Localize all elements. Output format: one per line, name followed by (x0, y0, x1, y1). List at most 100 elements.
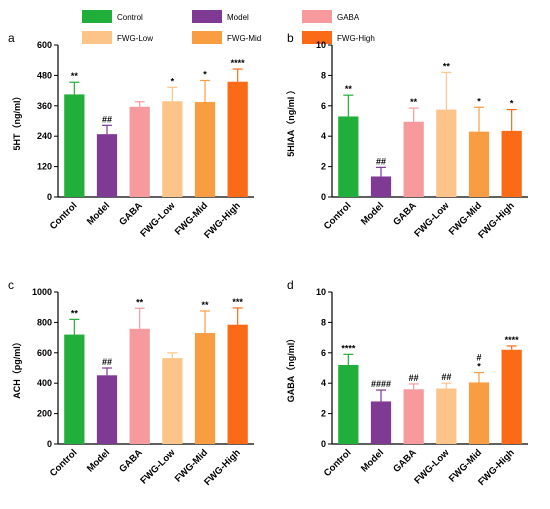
y-tick-label: 2 (321, 409, 326, 419)
significance-marker: ** (201, 300, 209, 310)
category-label: GABA (117, 447, 145, 475)
bar (338, 364, 359, 444)
y-tick-label: 800 (37, 317, 52, 327)
category-label: Control (322, 200, 354, 232)
category-label: Model (359, 447, 386, 474)
legend-swatch (82, 10, 112, 23)
bar (129, 106, 150, 197)
significance-marker: * (477, 96, 481, 106)
y-tick-label: 120 (37, 162, 52, 172)
significance-marker: ## (102, 114, 112, 124)
significance-marker: ## (441, 372, 451, 382)
significance-marker: ## (102, 357, 112, 367)
category-label: FWG-Low (412, 200, 452, 240)
legend-swatch (82, 31, 112, 44)
y-tick-label: 8 (321, 70, 326, 80)
bar (338, 116, 359, 197)
bar (501, 130, 522, 197)
category-label: GABA (391, 200, 419, 228)
y-tick-label: 4 (321, 378, 326, 388)
bar (436, 388, 457, 444)
significance-marker: **** (341, 343, 356, 353)
panel-letter: b (287, 31, 294, 45)
y-tick-label: 0 (321, 439, 326, 449)
category-label: FWG-Low (138, 200, 178, 240)
y-axis-label: 5HT（ng/ml） (12, 91, 22, 150)
category-label: FWG-Low (138, 447, 178, 487)
y-tick-label: 600 (37, 40, 52, 50)
legend-swatch (192, 10, 222, 23)
category-label: GABA (117, 200, 145, 228)
y-tick-label: 6 (321, 348, 326, 358)
panel-letter: c (8, 278, 14, 292)
category-label: GABA (391, 447, 419, 475)
significance-marker: ** (71, 71, 79, 81)
legend-label: GABA (337, 13, 360, 22)
bar (64, 94, 85, 197)
category-label: Control (48, 200, 80, 232)
legend-swatch (302, 31, 332, 44)
category-label: Control (322, 447, 354, 479)
bar (403, 389, 424, 444)
category-label: Model (85, 447, 112, 474)
chart-panel-a: a01202403604806005HT（ng/ml）**Control##Mo… (8, 31, 254, 241)
significance-marker: * (203, 69, 207, 79)
significance-marker: ** (410, 97, 418, 107)
y-tick-label: 360 (37, 101, 52, 111)
y-axis-label: GABA（ng/ml） (286, 334, 296, 403)
panel-letter: d (287, 278, 294, 292)
y-tick-label: 240 (37, 131, 52, 141)
significance-marker: ** (136, 297, 144, 307)
y-axis-label: ACH（pg/ml） (12, 337, 22, 399)
y-tick-label: 600 (37, 348, 52, 358)
chart-panel-c: c 0 200 400 600 800 1000 ACH（pg/ml） ** Control ## M… (8, 278, 254, 488)
significance-marker: *** (232, 297, 243, 307)
bar (64, 334, 85, 444)
bar (370, 401, 392, 444)
y-tick-label: 200 (37, 409, 52, 419)
bar (501, 349, 522, 444)
category-label: Model (85, 200, 112, 227)
y-tick-label: 400 (37, 378, 52, 388)
y-axis-label: 5HIAA（ng/ml ） (286, 85, 296, 157)
significance-marker: ** (345, 84, 353, 94)
bar (96, 134, 118, 197)
y-tick-label: 0 (47, 439, 52, 449)
bar (129, 328, 150, 444)
y-tick-label: 0 (321, 192, 326, 202)
bar (468, 131, 490, 197)
panel-letter: a (8, 31, 15, 45)
significance-marker: ** (443, 61, 451, 71)
legend-label: FWG-High (337, 34, 375, 43)
legend-label: FWG-Mid (227, 34, 261, 43)
legend-swatch (302, 10, 332, 23)
y-tick-label: 1000 (32, 287, 52, 297)
category-label: Model (359, 200, 386, 227)
significance-marker: ## (376, 156, 386, 166)
significance-marker: #### (371, 379, 391, 389)
bar (436, 109, 457, 197)
category-label: FWG-Low (412, 447, 452, 487)
significance-marker: ## (409, 373, 419, 383)
bar (227, 324, 248, 444)
bar (194, 333, 216, 444)
significance-marker: # (476, 353, 481, 363)
significance-marker: * (171, 76, 175, 86)
significance-marker: ** (71, 308, 79, 318)
y-tick-label: 8 (321, 317, 326, 327)
category-label: Control (48, 447, 80, 479)
y-tick-label: 10 (316, 287, 326, 297)
y-tick-label: 4 (321, 131, 326, 141)
y-tick-label: 2 (321, 162, 326, 172)
bar (96, 375, 118, 444)
legend-label: Model (227, 13, 249, 22)
legend-label: FWG-Low (117, 34, 153, 43)
chart-panels: a01202403604806005HT（ng/ml）**Control##Mo… (8, 31, 528, 488)
y-tick-label: 480 (37, 70, 52, 80)
legend: Control Model GABA FWG-Low FWG-Mid FWG-High (82, 10, 375, 44)
bar (468, 382, 490, 444)
bar (370, 176, 392, 197)
legend-label: Control (117, 13, 143, 22)
